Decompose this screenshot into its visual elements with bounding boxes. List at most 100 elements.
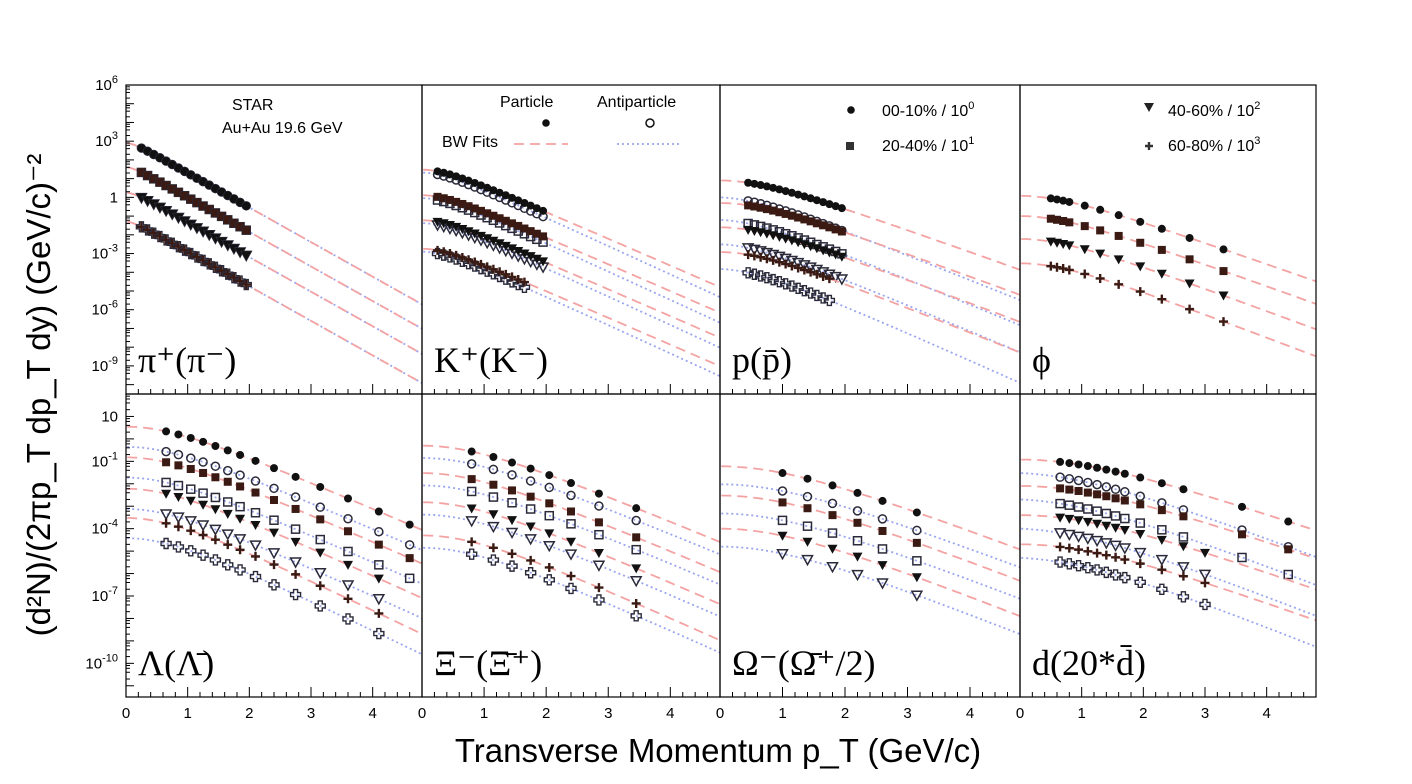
data-point-deuteron-3-4 [1092,548,1102,558]
data-point-proton-1-2 [756,203,765,212]
anti-point-omega-2-0 [776,548,789,561]
panel-deuteron-plot-area [1021,457,1316,648]
data-point-omega-2-3 [852,552,863,562]
data-point-deuteron-0-4 [1093,463,1102,472]
anti-point-xi-0-5 [566,490,576,501]
anti-point-lambda-2-9 [289,557,302,569]
data-point-lambda-2-8 [269,528,279,538]
data-point-phi-1-2 [1059,216,1068,225]
data-point-kaon-1-0 [433,192,442,201]
y-tick-label-1-4: 10-10 [85,652,118,672]
fit-anti-xi-2 [423,513,720,618]
data-point-proton-1-6 [781,209,790,218]
panel-deuteron: d(20*d̄) [1019,393,1317,698]
anti-point-lambda-0-0 [161,446,171,457]
x-tick-label-1-0: 0 [418,705,426,722]
data-point-pion-2-9 [191,223,202,233]
data-point-lambda-2-10 [315,548,326,558]
anti-point-proton-3-6 [779,278,792,290]
data-point-pion-2-10 [198,227,209,237]
data-point-pion-2-17 [241,251,252,261]
data-point-lambda-1-1 [174,461,183,470]
data-point-omega-1-3 [853,518,862,527]
anti-point-deuteron-2-3 [1081,533,1095,545]
anti-point-deuteron-2-7 [1118,543,1132,555]
data-point-kaon-0-8 [483,183,492,192]
anti-point-lambda-2-11 [341,580,355,592]
data-point-lambda-2-2 [185,496,196,506]
data-point-pion-1-3 [155,178,164,187]
data-point-phi-2-4 [1079,245,1090,255]
data-point-lambda-0-6 [236,450,245,459]
data-point-kaon-0-14 [520,199,529,208]
data-point-proton-3-7 [787,261,797,271]
data-point-lambda-2-1 [173,492,184,502]
anti-point-xi-1-0 [466,486,477,497]
data-point-xi-2-3 [525,522,536,532]
anti-point-deuteron-2-5 [1100,538,1113,550]
data-point-proton-1-12 [819,221,828,230]
anti-point-deuteron-2-4 [1090,535,1104,548]
data-point-deuteron-0-11 [1238,502,1246,511]
x-axis-title: Transverse Momentum p_T (GeV/c) [455,732,981,769]
data-point-deuteron-3-3 [1083,546,1093,556]
data-point-pion-1-1 [143,171,152,180]
data-point-kaon-0-5 [464,176,473,185]
data-point-pion-3-13 [217,266,227,276]
anti-point-omega-0-2 [827,498,838,509]
data-point-lambda-3-2 [186,526,196,536]
data-point-lambda-2-0 [161,489,172,499]
data-point-deuteron-3-5 [1101,550,1111,560]
panel-phi-label: ϕ [1032,340,1051,380]
data-point-pion-2-14 [222,241,233,251]
data-point-proton-1-11 [812,219,821,228]
anti-point-omega-2-4 [876,578,889,590]
anti-point-lambda-2-3 [196,520,210,532]
data-point-phi-2-6 [1113,255,1124,265]
data-point-proton-1-3 [762,205,771,214]
panel-omega-label: Ω⁻(Ω̄⁺/2) [732,643,876,683]
anti-point-xi-3-7 [630,610,642,622]
data-point-deuteron-2-7 [1119,526,1130,536]
anti-point-xi-0-6 [594,501,604,511]
data-point-proton-1-1 [750,202,759,211]
panel-proton-plot-area [721,178,1020,384]
y-tick-label-1-0: 10 [101,408,118,425]
legend-20-40-label: 20-40% / 101 [882,135,974,155]
data-point-xi-3-7 [631,598,641,608]
anti-point-proton-3-2 [754,270,767,282]
anti-point-xi-3-2 [506,560,518,572]
anti-point-lambda-2-8 [267,548,281,560]
anti-point-deuteron-0-3 [1083,477,1093,488]
legend-particle-label: Particle [500,94,553,111]
fit-anti-kaon-2 [423,222,720,349]
legend-60-80-label: 60-80% / 103 [1168,135,1260,155]
data-point-phi-3-3 [1064,265,1074,275]
x-tick-label-0-1: 1 [183,705,191,722]
anti-point-lambda-0-8 [269,483,279,494]
data-point-kaon-1-11 [501,216,510,225]
anti-point-deuteron-0-0 [1055,472,1065,482]
data-point-kaon-3-6 [470,257,480,267]
anti-point-xi-2-4 [542,540,556,553]
anti-point-lambda-3-5 [222,559,234,571]
data-point-deuteron-0-7 [1120,469,1129,478]
data-point-kaon-0-15 [526,201,535,210]
data-point-phi-0-1 [1053,195,1061,204]
anti-point-omega-1-5 [912,556,922,566]
anti-point-lambda-2-12 [372,594,386,606]
data-point-proton-0-7 [787,188,796,197]
data-point-kaon-3-13 [513,274,523,284]
data-point-deuteron-3-11 [1200,578,1210,588]
data-point-kaon-1-17 [539,232,548,241]
data-point-phi-2-8 [1156,269,1167,279]
data-point-phi-1-6 [1114,231,1123,240]
data-point-xi-0-0 [467,447,476,456]
anti-point-lambda-3-10 [314,600,326,612]
data-point-omega-2-2 [827,544,838,554]
anti-point-xi-0-4 [544,482,555,493]
anti-point-deuteron-1-0 [1055,498,1065,509]
anti-point-xi-0-1 [488,464,499,475]
panel-xi-plot-area [423,444,720,654]
fit-particle-deuteron-3 [1021,543,1316,622]
